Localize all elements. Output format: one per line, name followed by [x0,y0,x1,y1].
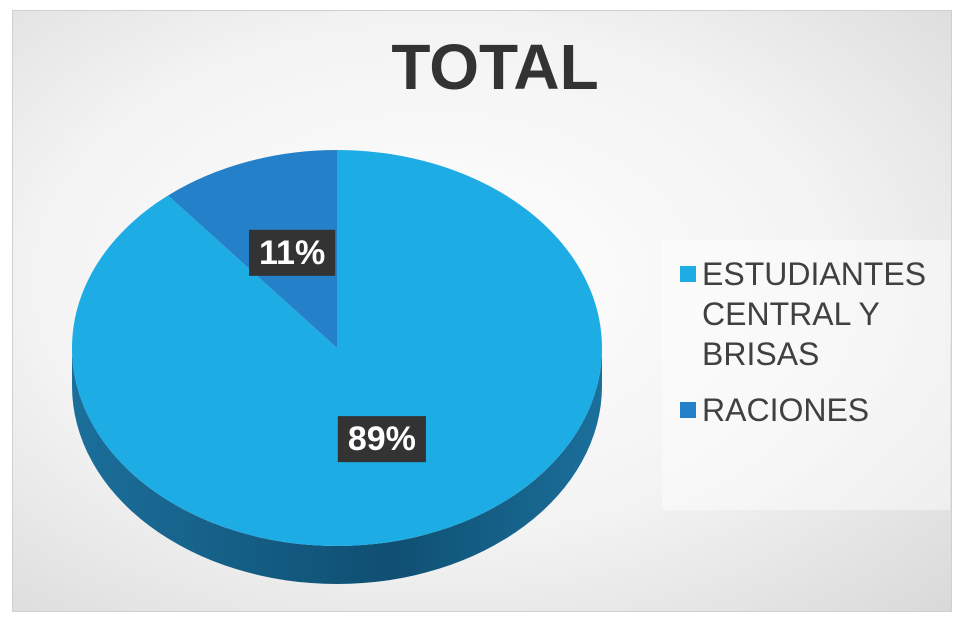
pie-side [72,348,602,584]
data-label: 11% [259,234,325,272]
legend-item: ESTUDIANTES CENTRAL Y BRISAS [680,254,948,374]
data-label: 89% [348,420,416,458]
legend-item: RACIONES [680,390,948,430]
legend-swatch [680,402,696,418]
legend-label: RACIONES [702,392,870,428]
pie-slice [72,150,603,546]
legend-label: ESTUDIANTES CENTRAL Y BRISAS [702,256,927,372]
legend-swatch [680,266,696,282]
chart-title: TOTAL [391,31,598,103]
data-label-bg [249,229,336,276]
legend: ESTUDIANTES CENTRAL Y BRISAS RACIONES [662,240,950,510]
data-label-bg [337,416,426,463]
